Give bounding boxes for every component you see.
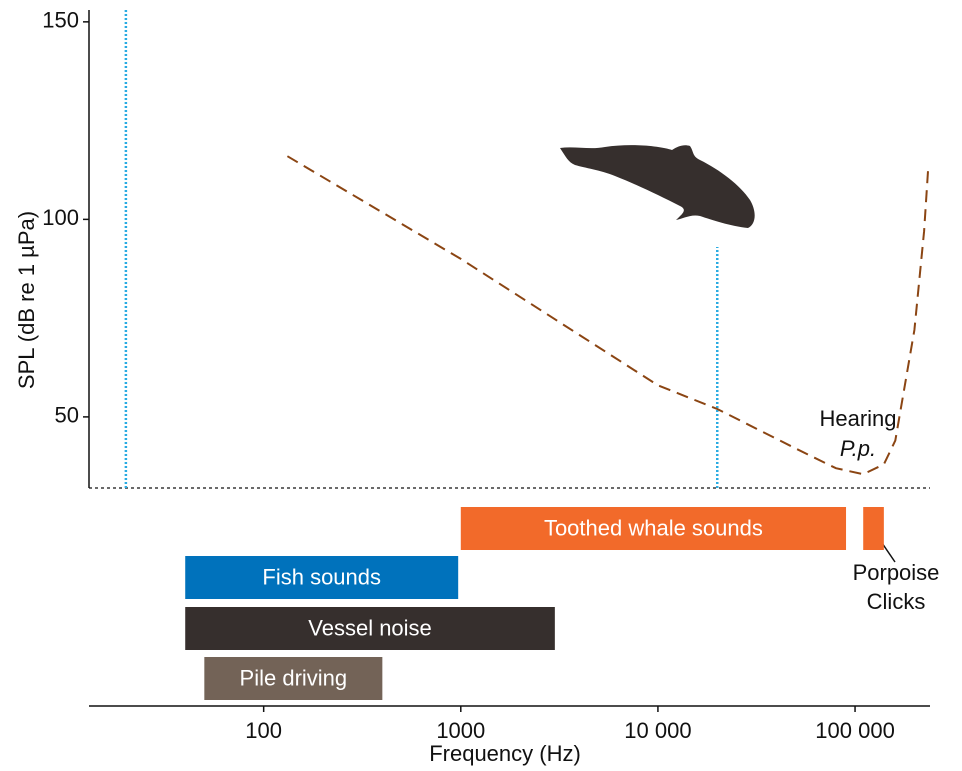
bar-label: Pile driving <box>240 665 348 690</box>
annotation: Hearing <box>819 406 896 431</box>
annotation: P.p. <box>840 436 876 461</box>
annotation: Clicks <box>867 589 926 614</box>
x-axis-label: Frequency (Hz) <box>429 741 581 766</box>
annotation: Porpoise <box>853 560 940 585</box>
porpoise-silhouette <box>560 145 755 228</box>
bar-label: Fish sounds <box>262 564 381 589</box>
y-tick-label: 100 <box>42 205 79 230</box>
x-tick-label: 100 <box>245 718 282 743</box>
y-axis-label: SPL (dB re 1 µPa) <box>14 211 39 389</box>
x-tick-label: 10 000 <box>624 718 691 743</box>
bar-label: Vessel noise <box>308 615 432 640</box>
range-bar <box>863 507 884 550</box>
y-tick-label: 150 <box>42 8 79 33</box>
y-tick-label: 50 <box>55 403 79 428</box>
chart: SPL (dB re 1 µPa) Frequency (Hz) 50 100 15… <box>0 0 962 771</box>
x-tick-label: 100 000 <box>815 718 895 743</box>
bar-label: Toothed whale sounds <box>544 515 763 540</box>
x-tick-label: 1000 <box>436 718 485 743</box>
